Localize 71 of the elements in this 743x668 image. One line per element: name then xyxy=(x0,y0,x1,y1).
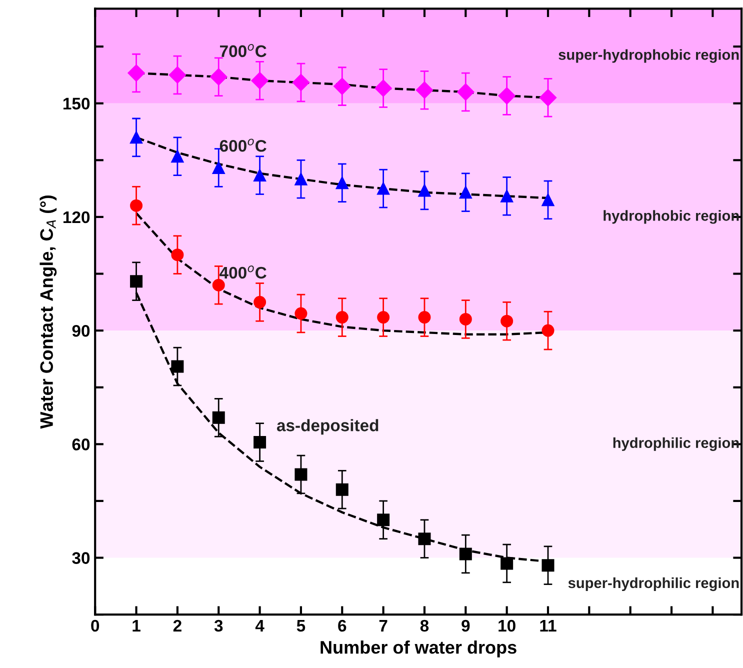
annotation: super-hydrophilic region xyxy=(568,577,739,592)
point xyxy=(539,89,557,106)
point xyxy=(542,559,554,572)
point xyxy=(500,314,514,328)
point xyxy=(418,532,431,546)
x-tick-label: 9 xyxy=(462,620,470,632)
x-tick-label: 3 xyxy=(214,620,223,632)
series-label: 600$^{o}$C xyxy=(220,138,266,152)
x-tick-label: 2 xyxy=(173,620,182,632)
series-label: 400$^{o}$C xyxy=(220,266,266,279)
point xyxy=(336,483,348,496)
series-label: as-deposited xyxy=(276,419,378,435)
point xyxy=(128,64,145,82)
point xyxy=(374,80,392,97)
y-tick-label: 150 xyxy=(63,98,90,110)
point xyxy=(171,248,184,262)
point xyxy=(171,150,184,163)
point xyxy=(542,194,554,206)
series-label: 700$^{o}$C xyxy=(220,44,266,58)
x-tick-label: 11 xyxy=(540,620,556,632)
point xyxy=(459,548,472,560)
point xyxy=(210,68,228,86)
point xyxy=(500,190,514,202)
y-tick-label: 60 xyxy=(72,438,90,450)
point xyxy=(294,468,308,481)
point xyxy=(336,176,348,190)
point xyxy=(416,82,434,99)
point xyxy=(542,324,554,337)
point xyxy=(459,312,472,326)
point xyxy=(377,514,390,526)
point xyxy=(377,182,390,195)
y-tick-label: 120 xyxy=(63,211,90,224)
point xyxy=(418,311,431,324)
y-tick-label: 90 xyxy=(72,324,90,337)
band-label: super-hydrophobic region xyxy=(558,49,739,63)
point xyxy=(212,161,225,174)
point xyxy=(377,311,390,324)
point xyxy=(130,275,143,288)
x-tick-label: 1 xyxy=(132,620,140,632)
point xyxy=(130,131,143,144)
point xyxy=(130,199,143,212)
point xyxy=(334,78,351,95)
x-tick-label: 8 xyxy=(420,620,429,632)
band-label: hydrophobic region xyxy=(604,210,739,224)
point xyxy=(498,87,516,104)
point xyxy=(254,296,266,308)
point xyxy=(294,307,308,320)
point xyxy=(294,172,308,186)
band-label: hydrophilic region xyxy=(613,437,739,451)
point xyxy=(251,72,268,90)
x-axis-title: Number of water drops xyxy=(320,640,516,658)
point xyxy=(459,186,472,199)
x-tick-label: 5 xyxy=(296,620,306,632)
x-tick-label: 10 xyxy=(498,620,516,632)
y-tick-label: 30 xyxy=(72,552,90,564)
x-tick-label: 4 xyxy=(255,620,264,632)
x-tick-label: 0 xyxy=(91,620,100,632)
point xyxy=(254,436,266,449)
x-tick-label: 7 xyxy=(379,620,388,632)
y-axis-title: Water Contact Angle, C$_{A}$ (°) xyxy=(40,195,57,429)
point xyxy=(168,66,186,84)
point xyxy=(457,83,474,101)
point xyxy=(418,184,431,197)
point xyxy=(171,360,184,373)
point xyxy=(336,311,348,324)
point xyxy=(500,557,514,570)
x-tick-label: 6 xyxy=(338,620,346,632)
point xyxy=(212,411,225,424)
point xyxy=(212,278,225,292)
point xyxy=(292,74,310,92)
point xyxy=(254,169,266,182)
